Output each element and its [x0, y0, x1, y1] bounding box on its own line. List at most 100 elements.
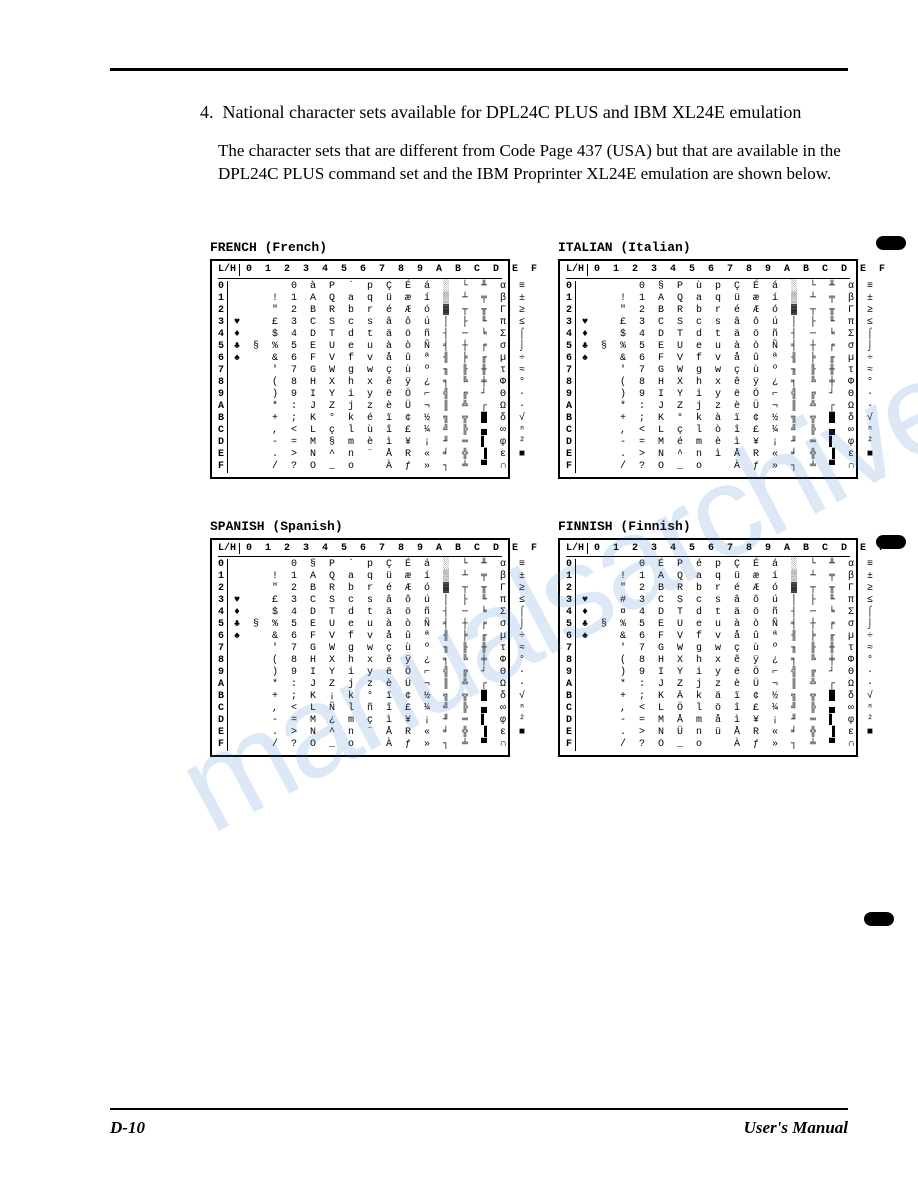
charset-row: , < L Ñ l ñ î £ ¼ ╝ ╠ ▄ ∞ ⁿ: [234, 703, 529, 715]
row-label: 3: [566, 595, 572, 607]
charset-row: ( 8 H X h x ê ÿ ¿ ╕ ╚ ╪ Φ °: [234, 377, 529, 389]
row-label: 8: [218, 377, 224, 389]
charset-row: - = M ¿ m ç ì ¥ ¡ ╜ ═ ▌ φ ²: [234, 715, 529, 727]
row-label: D: [218, 437, 224, 449]
row-label: E: [218, 449, 224, 461]
charset-row: ♣ § % 5 E U e u à ò Ñ ╡ ┼ ╒ σ ⌡: [582, 619, 877, 631]
column-headers: 0 1 2 3 4 5 6 7 8 9 A B C D E F: [588, 264, 889, 276]
lh-label: L/H: [566, 543, 588, 555]
charset-row: ♠ & 6 F V f v å û ª ╢ ╞ ╓ µ ÷: [582, 353, 877, 365]
charset-row: . > N Ü n ü Å R « ╛ ╬ ▐ ε ■: [582, 727, 877, 739]
row-label: E: [566, 449, 572, 461]
charset-row: / ? O _ o À ƒ » ┐ ╧ ▀ ∩: [582, 739, 877, 751]
charset-row: " 2 B R b r é Æ ó ▓ ┬ ╥ Γ ≥: [582, 305, 877, 317]
row-label: 3: [218, 317, 224, 329]
charset-row: ! 1 A Q a q ü æ í ▒ ┴ ╤ β ±: [582, 293, 877, 305]
lh-label: L/H: [566, 264, 588, 276]
tab-marker-icon: [876, 236, 906, 250]
charset-table: L/H 0 1 2 3 4 5 6 7 8 9 A B C D E F 0123…: [210, 538, 510, 758]
charset-row: , < L Ö l ö î £ ¼ ╝ ╠ ▄ ∞ ⁿ: [582, 703, 877, 715]
charset-row: ) 9 I Y i y ë Ö ⌐ ╣ ╔ ┘ Θ ∙: [582, 389, 877, 401]
charset-row: ♠ & 6 F V f v å û ª ╢ ╞ ╓ µ ÷: [234, 353, 529, 365]
charset-row: ♣ § % 5 E U e u à ò Ñ ╡ ┼ ╒ σ ⌡: [582, 341, 877, 353]
charset-row: ♦ $ 4 D T d t ä ö ñ ┤ ─ ╘ Σ ⌠: [234, 329, 529, 341]
heading-text: National character sets available for DP…: [223, 102, 802, 122]
lh-label: L/H: [218, 543, 240, 555]
row-label: F: [566, 739, 572, 751]
charset-row: ♦ ¤ 4 D T d t ä ö ñ ┤ ─ ╘ Σ ⌠: [582, 607, 877, 619]
row-label: 8: [218, 655, 224, 667]
charset-row: ♥ £ 3 C S c s â ô ú │ ├ ╙ π ≤: [234, 317, 529, 329]
heading-number: 4.: [200, 100, 218, 124]
charset-row: " 2 B R b r é Æ ó ▓ ┬ ╥ Γ ≥: [234, 583, 529, 595]
row-label: 0: [566, 281, 572, 293]
row-label: A: [566, 679, 572, 691]
charset-row: - = M é m è ì ¥ ¡ ╜ ═ ▌ φ ²: [582, 437, 877, 449]
row-label: 3: [566, 317, 572, 329]
row-label: B: [218, 691, 224, 703]
row-label: A: [218, 401, 224, 413]
row-label: 5: [218, 341, 224, 353]
charset-row: ♠ & 6 F V f v å û ª ╢ ╞ ╓ µ ÷: [234, 631, 529, 643]
row-labels: 0123456789ABCDEF: [218, 559, 228, 751]
charset-row: ♣ § % 5 E U e u à ò Ñ ╡ ┼ ╒ σ ⌡: [234, 341, 529, 353]
charset-body: 0123456789ABCDEF 0 à P ` p Ç É á ░ └ ╨ α…: [218, 281, 502, 473]
charset-table: L/H 0 1 2 3 4 5 6 7 8 9 A B C D E F 0123…: [558, 538, 858, 758]
row-label: 1: [566, 293, 572, 305]
charset-french: FRENCH (French) L/H 0 1 2 3 4 5 6 7 8 9 …: [210, 240, 510, 479]
row-label: 2: [566, 583, 572, 595]
charset-spanish: SPANISH (Spanish) L/H 0 1 2 3 4 5 6 7 8 …: [210, 519, 510, 758]
charset-row: ( 8 H X h x ê ÿ ¿ ╕ ╚ ╪ Φ °: [582, 377, 877, 389]
section-heading: 4. National character sets available for…: [200, 100, 848, 124]
grid-data: 0 à P ` p Ç É á ░ └ ╨ α ≡ ! 1 A Q a q ü …: [228, 281, 529, 473]
footer-manual-title: User's Manual: [744, 1118, 848, 1138]
charset-row: / ? O _ o À ƒ » ┐ ╧ ▀ ∩: [234, 461, 529, 473]
intro-paragraph: The character sets that are different fr…: [200, 140, 848, 186]
row-label: 6: [566, 353, 572, 365]
charset-row: * : J Z j z è Ü ¬ ║ ╩ ┌ Ω ·: [234, 401, 529, 413]
charset-row: + ; K Ä k ä ï ¢ ½ ╗ ╦ █ δ √: [582, 691, 877, 703]
row-label: 9: [566, 667, 572, 679]
lh-label: L/H: [218, 264, 240, 276]
row-label: 7: [566, 643, 572, 655]
charset-row: ' 7 G W g w ç ù º ╖ ╟ ╫ τ ≈: [234, 365, 529, 377]
charset-italian: ITALIAN (Italian) L/H 0 1 2 3 4 5 6 7 8 …: [558, 240, 858, 479]
top-rule: [110, 68, 848, 71]
row-label: 8: [566, 377, 572, 389]
charset-row: ! 1 A Q a q ü æ í ▒ ┴ ╤ β ±: [582, 571, 877, 583]
charset-row: / ? O _ o À ƒ » ┐ ╧ ▀ ∩: [234, 739, 529, 751]
charset-row: / ? O _ o À ƒ » ┐ ╧ ▀ ∩: [582, 461, 877, 473]
row-label: D: [218, 715, 224, 727]
row-label: F: [218, 461, 224, 473]
charset-tables-area: FRENCH (French) L/H 0 1 2 3 4 5 6 7 8 9 …: [210, 240, 858, 797]
row-label: 3: [218, 595, 224, 607]
charset-row: + ; K ° k é ï ¢ ½ ╗ ╦ █ δ √: [234, 413, 529, 425]
row-label: 1: [218, 293, 224, 305]
charset-row: ) 9 I Y i y ë Ö ⌐ ╣ ╔ ┘ Θ ∙: [582, 667, 877, 679]
bottom-rule: [110, 1108, 848, 1110]
row-label: 7: [218, 365, 224, 377]
row-label: 4: [218, 607, 224, 619]
charset-row: - = M Å m å ì ¥ ¡ ╜ ═ ▌ φ ²: [582, 715, 877, 727]
charset-row: * : J Z j z è Ü ¬ ║ ╩ ┌ Ω ·: [234, 679, 529, 691]
charset-row: ! 1 A Q a q ü æ í ▒ ┴ ╤ β ±: [234, 571, 529, 583]
row-label: 9: [566, 389, 572, 401]
row-labels: 0123456789ABCDEF: [566, 559, 576, 751]
row-label: B: [566, 413, 572, 425]
row-label: 5: [566, 619, 572, 631]
row-label: A: [218, 679, 224, 691]
row-labels: 0123456789ABCDEF: [566, 281, 576, 473]
charset-body: 0123456789ABCDEF 0 § P ù p Ç É á ░ └ ╨ α…: [566, 281, 850, 473]
row-label: 5: [566, 341, 572, 353]
tables-row-1: FRENCH (French) L/H 0 1 2 3 4 5 6 7 8 9 …: [210, 240, 858, 479]
charset-row: ♥ £ 3 C S c s â ô ú │ ├ ╙ π ≤: [234, 595, 529, 607]
charset-body: 0123456789ABCDEF 0 É P é p Ç É á ░ └ ╨ α…: [566, 559, 850, 751]
row-label: A: [566, 401, 572, 413]
charset-header-row: L/H 0 1 2 3 4 5 6 7 8 9 A B C D E F: [566, 264, 850, 279]
charset-row: ' 7 G W g w ç ù º ╖ ╟ ╫ τ ≈: [234, 643, 529, 655]
page-footer: D-10 User's Manual: [110, 1118, 848, 1138]
row-label: 6: [566, 631, 572, 643]
charset-row: ! 1 A Q a q ü æ í ▒ ┴ ╤ β ±: [234, 293, 529, 305]
charset-row: ♣ § % 5 E U e u à ò Ñ ╡ ┼ ╒ σ ⌡: [234, 619, 529, 631]
charset-row: 0 § P ù p Ç É á ░ └ ╨ α ≡: [582, 281, 877, 293]
